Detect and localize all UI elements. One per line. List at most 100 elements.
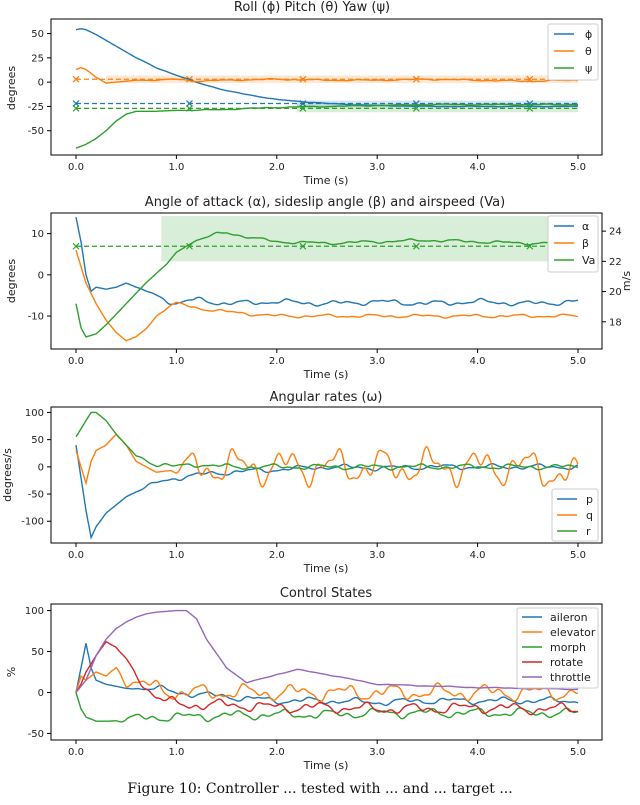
x-tick-label: 4.0 (470, 356, 486, 367)
target-marker (72, 75, 80, 83)
series (75, 411, 579, 540)
y-ticks: 50 25 0 -25 -50 (28, 29, 51, 137)
series-line (75, 216, 579, 307)
legend-box (547, 23, 599, 81)
x-tick-label: 2.0 (269, 747, 285, 758)
y-axis-label: degrees (5, 259, 18, 304)
y-tick-label-right: 18 (609, 317, 622, 328)
x-tick-label: 0.0 (68, 550, 84, 561)
legend-label: ϕ (585, 28, 592, 41)
target-marker (412, 242, 420, 250)
panel-title: Angle of attack (α), sideslip angle (β) … (145, 195, 505, 210)
legend-label: Va (582, 254, 595, 267)
legend-label: θ (585, 45, 592, 58)
legend-label: β (582, 237, 589, 250)
series-line (75, 640, 579, 716)
y-tick-label: 25 (31, 53, 44, 64)
x-ticks: 0.0 1.0 2.0 3.0 4.0 5.0 (68, 155, 586, 173)
y-tick-label: -25 (28, 102, 44, 113)
series-line (75, 609, 579, 693)
target-marker (186, 242, 193, 250)
y-tick-label: 50 (31, 29, 44, 40)
x-tick-label: 5.0 (570, 356, 586, 367)
legend: p q r (551, 488, 599, 542)
y-axis-label: degrees (5, 66, 18, 111)
targets (72, 242, 578, 250)
legend-label: morph (550, 641, 586, 654)
y-axis-label-right: m/s (620, 271, 633, 291)
x-tick-label: 2.0 (269, 162, 285, 173)
target-band (161, 216, 578, 262)
figure-caption: Figure 10: Controller ... tested with ..… (127, 781, 513, 797)
y-tick-label: 100 (25, 606, 44, 617)
plot-area (50, 18, 603, 156)
x-axis-label: Time (s) (303, 759, 349, 772)
target-marker (299, 75, 307, 83)
y-ticks: 100 50 0 -50 (25, 606, 51, 740)
series-line (75, 666, 579, 703)
bands (161, 216, 578, 262)
y-ticks-right: 24 22 20 18 (602, 227, 622, 328)
panel-title: Control States (280, 586, 373, 601)
y-tick-label: 0 (38, 78, 44, 89)
legend: aileron elevator morph rotate throttle (516, 607, 599, 689)
legend-label: p (586, 493, 593, 506)
y-tick-label: -50 (28, 126, 44, 137)
series-line (75, 444, 579, 540)
legend: ϕ θ ψ (547, 23, 599, 81)
x-tick-label: 5.0 (570, 550, 586, 561)
panel-roll-pitch-yaw: Roll (ϕ) Pitch (θ) Yaw (ψ) 0.0 1.0 2.0 3.0 4… (5, 0, 603, 187)
x-tick-label: 2.0 (269, 356, 285, 367)
y-ticks: 10 0 -10 (28, 229, 51, 323)
plot-area (50, 212, 603, 350)
target-marker (186, 100, 193, 107)
y-tick-label: 100 (25, 408, 44, 419)
series-line (75, 411, 579, 471)
x-tick-label: 3.0 (369, 162, 385, 173)
series (75, 609, 579, 723)
plot-area (50, 603, 603, 741)
x-axis-label: Time (s) (303, 174, 349, 187)
legend-label: α (582, 220, 589, 233)
x-tick-label: 5.0 (570, 162, 586, 173)
y-tick-label: -50 (28, 729, 44, 740)
x-tick-label: 0.0 (68, 356, 84, 367)
x-tick-label: 5.0 (570, 747, 586, 758)
legend-label: throttle (550, 671, 591, 684)
x-tick-label: 4.0 (470, 550, 486, 561)
x-tick-label: 1.0 (168, 550, 184, 561)
series-line (75, 27, 578, 108)
x-tick-label: 0.0 (68, 747, 84, 758)
legend-label: rotate (550, 656, 583, 669)
series (75, 216, 579, 342)
y-tick-label: -50 (28, 490, 44, 501)
legend-box (516, 607, 599, 689)
legend-label: q (586, 509, 593, 522)
x-tick-label: 1.0 (168, 747, 184, 758)
y-axis-label: degrees/s (1, 448, 14, 502)
plot-area (50, 406, 603, 544)
series-line (75, 231, 579, 338)
legend-label: elevator (550, 626, 596, 639)
x-tick-label: 1.0 (168, 356, 184, 367)
series-line (75, 66, 579, 84)
x-tick-label: 3.0 (369, 550, 385, 561)
legend-label: r (586, 525, 591, 538)
target-marker (72, 100, 80, 107)
target-marker (72, 104, 80, 112)
panel-control-states: Control States 0.0 1.0 2.0 3.0 4.0 5.0 100 50 0… (5, 586, 603, 772)
series-line (75, 692, 579, 723)
x-tick-label: 0.0 (68, 162, 84, 173)
y-tick-label: 50 (31, 435, 44, 446)
legend: α β Va (547, 215, 599, 273)
panel-title: Angular rates (ω) (269, 390, 382, 405)
target-marker (72, 242, 80, 250)
series (75, 27, 579, 149)
legend-label: ψ (585, 62, 592, 75)
x-axis-label: Time (s) (303, 368, 349, 381)
series-line (75, 433, 579, 489)
legend-box (547, 215, 599, 273)
panel-attack-sideslip-airspeed: Angle of attack (α), sideslip angle (β) … (5, 195, 633, 381)
y-ticks: 100 50 0 -50 -100 (21, 408, 51, 528)
y-tick-label: -10 (28, 312, 44, 323)
